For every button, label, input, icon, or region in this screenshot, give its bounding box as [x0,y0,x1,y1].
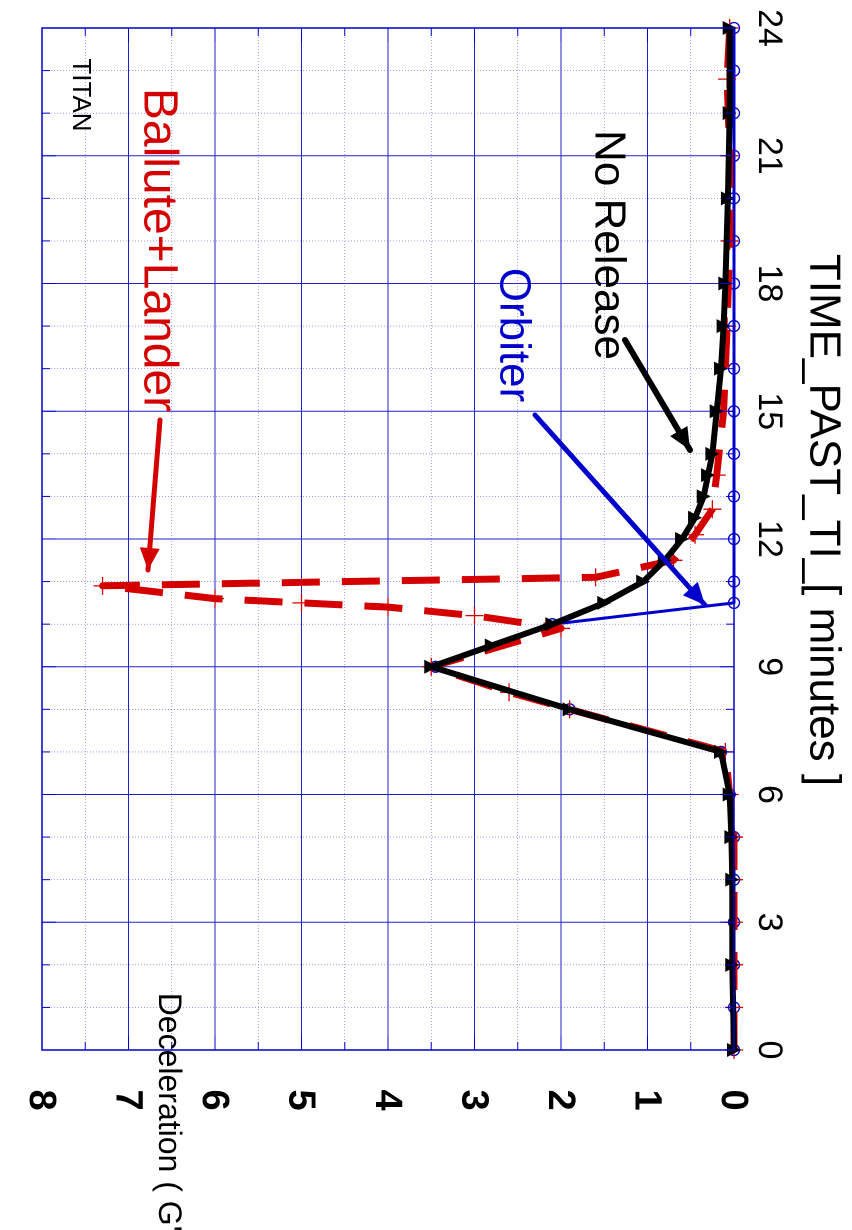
x-tick-label: 24 [751,9,789,47]
annotation-ballute-lander: Ballute+Lander [134,88,187,412]
data-point [714,361,729,376]
data-point [545,617,560,632]
x-tick-label: 12 [751,520,789,558]
data-point [379,598,397,617]
y-tick-label: 3 [454,1089,496,1110]
x-tick-label: 15 [751,392,789,430]
data-point [562,702,577,717]
data-point [292,593,311,612]
arrow-orbiter [532,412,708,608]
y-tick-label: 8 [21,1089,63,1110]
data-point [206,589,224,608]
annotations: Ballute+Lander Orbiter No Release [134,88,708,608]
y-axis-label: Deceleration ( G's ) [152,993,188,1230]
data-point [686,525,705,544]
annotation-orbiter: Orbiter [491,268,540,402]
data-point [586,568,605,587]
x-tick-label: 6 [751,785,789,804]
data-point [688,510,703,525]
x-tick-label: 21 [751,137,789,175]
arrow-orbiter-head [682,581,705,605]
x-tick-label: 3 [751,913,789,932]
y-tick-label: 2 [540,1089,582,1110]
arrow-no-release-head [670,425,690,450]
annotation-no-release: No Release [586,130,635,360]
y-tick-label: 5 [281,1089,323,1110]
x-axis-label: TIME_PAST_TI_[ minutes ] [801,254,850,786]
data-point [703,500,722,519]
data-point [675,532,690,546]
chart-title: TITAN [67,58,97,131]
data-point [705,446,720,461]
arrow-ballute-lander-head [139,547,160,570]
data-point [709,404,724,419]
arrow-ballute-lander [145,417,163,573]
x-tick-label: 18 [751,265,789,303]
data-point [701,468,716,483]
data-point [424,659,439,674]
data-point [597,595,612,610]
data-point [696,489,711,504]
ticks [41,27,735,1051]
data-point [714,744,729,759]
y-tick-label: 0 [713,1089,755,1110]
data-point [636,574,651,589]
data-point [93,576,112,595]
y-tick-label: 4 [367,1089,409,1110]
y-tick-label: 1 [627,1089,669,1110]
data-point [484,638,499,653]
data-point [716,319,731,334]
y-tick-label: 6 [194,1089,236,1110]
x-tick-label: 9 [751,657,789,676]
y-tick-label: 7 [108,1089,150,1110]
x-tick-label: 0 [751,1041,789,1060]
data-point [465,606,484,625]
